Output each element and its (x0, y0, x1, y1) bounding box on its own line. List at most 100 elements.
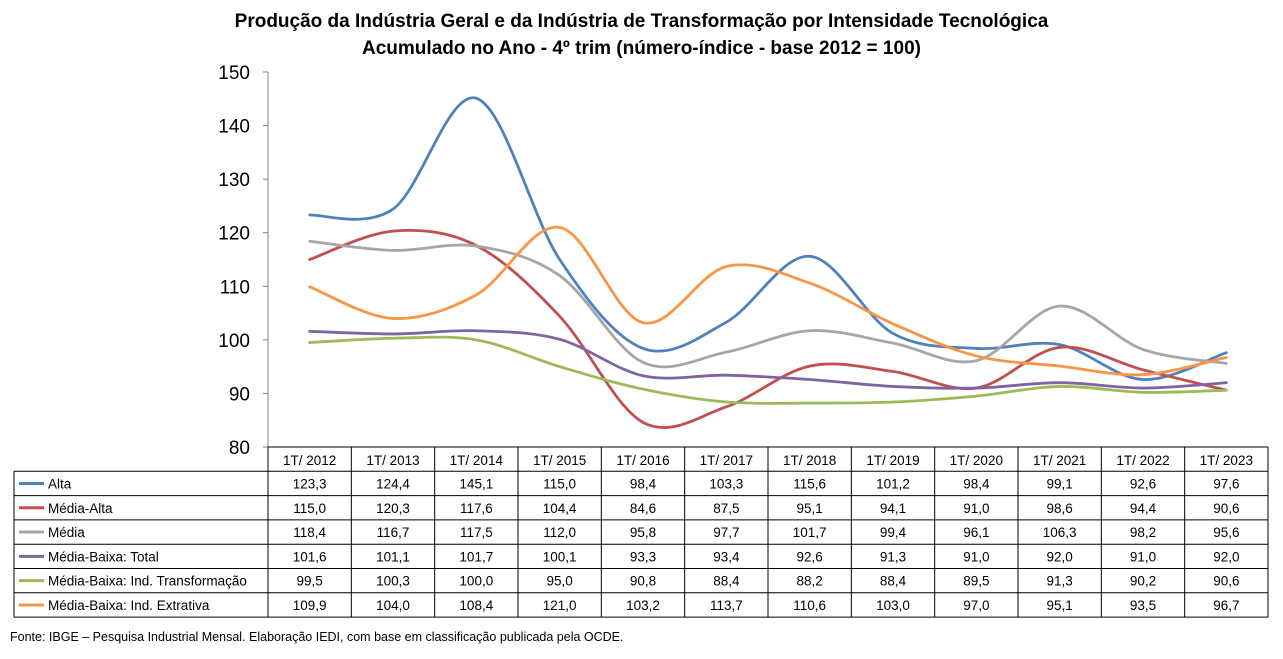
data-label: 91,0 (1130, 549, 1156, 564)
x-category-label: 1T/ 2014 (450, 453, 504, 468)
data-label: 104,4 (543, 501, 577, 516)
data-label: 87,5 (713, 501, 739, 516)
data-label: 92,6 (1130, 476, 1156, 491)
data-label: 120,3 (376, 501, 410, 516)
data-label: 99,5 (297, 574, 323, 589)
data-label: 101,2 (876, 476, 910, 491)
data-label: 91,0 (963, 549, 989, 564)
data-label: 115,0 (543, 476, 576, 491)
x-category-label: 1T/ 2017 (700, 453, 753, 468)
x-category-label: 1T/ 2015 (533, 453, 586, 468)
data-label: 92,0 (1047, 549, 1073, 564)
legend-entry: Média-Baixa: Ind. Transformação (48, 574, 247, 589)
data-label: 95,1 (797, 501, 823, 516)
legend-entry: Média-Alta (48, 501, 113, 516)
data-label: 123,3 (293, 476, 327, 491)
y-tick-label: 110 (220, 277, 250, 298)
x-category-label: 1T/ 2023 (1200, 453, 1253, 468)
data-label: 100,0 (459, 574, 493, 589)
data-label: 97,7 (713, 525, 739, 540)
data-label: 117,5 (460, 525, 493, 540)
data-label: 91,0 (963, 501, 989, 516)
data-label: 93,5 (1130, 598, 1156, 613)
x-category-label: 1T/ 2020 (950, 453, 1003, 468)
legend-entry: Média (48, 525, 85, 540)
data-label: 103,2 (626, 598, 660, 613)
data-label: 90,8 (630, 574, 656, 589)
data-label: 98,4 (630, 476, 657, 491)
data-label: 90,6 (1213, 574, 1239, 589)
data-label: 88,4 (713, 574, 740, 589)
data-label: 95,1 (1047, 598, 1073, 613)
source-note: Fonte: IBGE – Pesquisa Industrial Mensal… (10, 630, 624, 644)
data-label: 92,6 (797, 549, 823, 564)
data-label: 96,7 (1213, 598, 1239, 613)
data-label: 91,3 (880, 549, 906, 564)
data-label: 90,2 (1130, 574, 1156, 589)
chart-title: Produção da Indústria Geral e da Indústr… (234, 11, 1049, 32)
data-label: 121,0 (543, 598, 577, 613)
data-label: 118,4 (293, 525, 326, 540)
data-label: 89,5 (963, 574, 989, 589)
data-label: 116,7 (377, 525, 410, 540)
x-category-label: 1T/ 2019 (866, 453, 919, 468)
data-label: 90,6 (1213, 501, 1239, 516)
x-category-label: 1T/ 2012 (283, 453, 336, 468)
data-label: 98,4 (963, 476, 990, 491)
data-label: 113,7 (710, 598, 743, 613)
data-label: 109,9 (293, 598, 327, 613)
y-tick-label: 140 (218, 117, 250, 138)
x-category-label: 1T/ 2013 (366, 453, 419, 468)
series-line (308, 225, 1228, 377)
data-label: 110,6 (793, 598, 826, 613)
data-label: 101,6 (293, 549, 327, 564)
legend-entry: Média-Baixa: Ind. Extrativa (48, 598, 210, 613)
data-label: 97,0 (963, 598, 989, 613)
series-line (308, 335, 1228, 405)
data-label: 95,8 (630, 525, 656, 540)
data-label: 101,7 (793, 525, 827, 540)
data-label: 124,4 (376, 476, 410, 491)
series-line (308, 329, 1228, 390)
data-label: 103,3 (709, 476, 743, 491)
chart-subtitle: Acumulado no Ano - 4º trim (número-índic… (362, 38, 921, 59)
data-label: 115,0 (293, 501, 326, 516)
data-label: 93,4 (713, 549, 740, 564)
y-tick-label: 130 (218, 170, 250, 191)
x-category-label: 1T/ 2018 (783, 453, 836, 468)
data-label: 115,6 (793, 476, 826, 491)
data-label: 112,0 (543, 525, 576, 540)
data-label: 101,7 (459, 549, 493, 564)
data-label: 104,0 (376, 598, 410, 613)
data-label: 99,4 (880, 525, 907, 540)
data-label: 96,1 (963, 525, 989, 540)
data-label: 98,6 (1047, 501, 1073, 516)
data-label: 93,3 (630, 549, 656, 564)
legend-entry: Média-Baixa: Total (48, 549, 159, 564)
data-label: 88,4 (880, 574, 907, 589)
data-label: 108,4 (459, 598, 493, 613)
data-label: 94,4 (1130, 501, 1157, 516)
data-label: 94,1 (880, 501, 906, 516)
data-label: 100,1 (543, 549, 577, 564)
data-label: 95,0 (547, 574, 573, 589)
data-label: 95,6 (1213, 525, 1239, 540)
data-label: 106,3 (1043, 525, 1077, 540)
y-tick-label: 100 (218, 331, 250, 352)
data-label: 100,3 (376, 574, 410, 589)
legend-entry: Alta (48, 476, 72, 491)
data-label: 97,6 (1213, 476, 1239, 491)
series-line (308, 96, 1228, 381)
data-label: 98,2 (1130, 525, 1156, 540)
data-label: 145,1 (459, 476, 493, 491)
data-label: 92,0 (1213, 549, 1239, 564)
y-tick-label: 150 (218, 63, 250, 84)
y-tick-label: 90 (229, 384, 250, 405)
data-label: 101,1 (376, 549, 410, 564)
series-line (308, 228, 1228, 429)
data-label: 99,1 (1047, 476, 1073, 491)
x-category-label: 1T/ 2022 (1116, 453, 1169, 468)
y-tick-label: 120 (218, 224, 250, 245)
data-label: 103,0 (876, 598, 910, 613)
